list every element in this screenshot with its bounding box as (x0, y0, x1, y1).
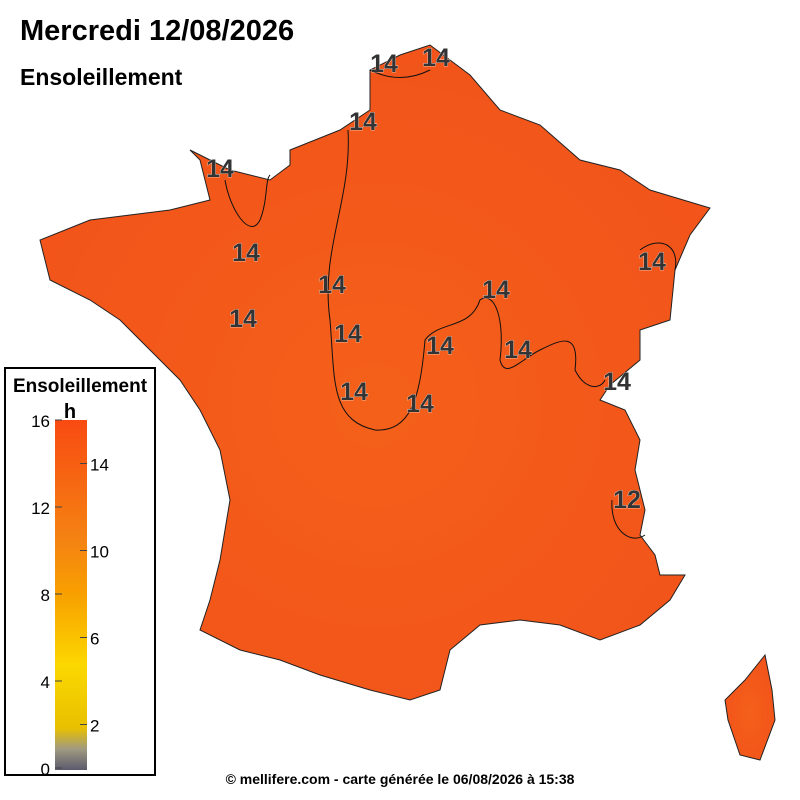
tick-label: 4 (41, 673, 50, 692)
legend-title: Ensoleillement (13, 376, 148, 397)
footer: © mellifere.com - carte générée le 06/08… (226, 771, 575, 787)
contour-label: 14 (370, 50, 398, 78)
contour-label: 14 (603, 368, 631, 396)
france-mainland (39, 44, 711, 701)
contour-label: 14 (422, 44, 450, 72)
contour-label: 14 (229, 305, 257, 333)
tick-label: 12 (31, 499, 50, 518)
contour-label: 14 (206, 155, 234, 183)
contour-label: 14 (232, 239, 260, 267)
tick-label: 16 (31, 412, 50, 431)
contour-label: 14 (638, 248, 666, 276)
color-bar (55, 420, 87, 770)
contour-label: 14 (426, 332, 454, 360)
legend-unit: h (64, 401, 76, 423)
contour-label: 14 (406, 390, 434, 418)
subtitle: Ensoleillement (20, 64, 183, 90)
tick-label: 8 (41, 586, 50, 605)
contour-label: 14 (504, 336, 532, 364)
tick-label: 10 (90, 543, 109, 562)
tick-label: 0 (41, 760, 50, 779)
contour-label: 12 (613, 486, 641, 514)
isolines (224, 69, 677, 539)
contour-label: 14 (334, 320, 362, 348)
tick-label: 2 (90, 717, 99, 736)
contour-label: 14 (318, 271, 346, 299)
corsica (724, 653, 776, 761)
tick-label: 6 (90, 630, 99, 649)
contour-label: 14 (349, 108, 377, 136)
tick-label: 14 (90, 456, 109, 475)
title: Mercredi 12/08/2026 (20, 15, 294, 47)
contour-label: 14 (340, 378, 368, 406)
contour-label: 14 (482, 276, 510, 304)
